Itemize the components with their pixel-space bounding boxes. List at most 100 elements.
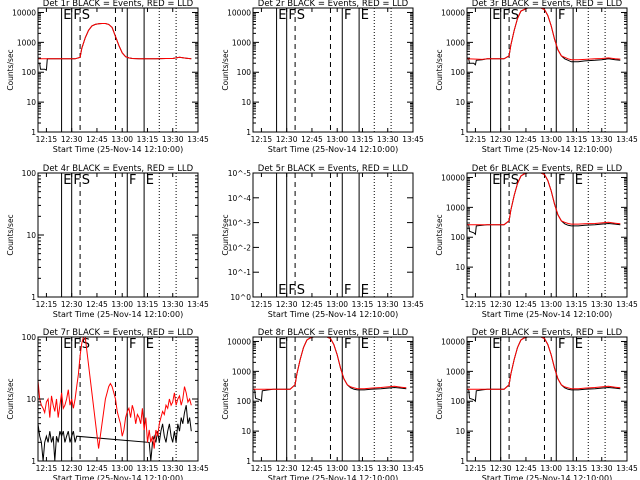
phase-label: E xyxy=(361,283,369,298)
x-tick-label: 13:30 xyxy=(377,300,399,309)
x-tick-label: 13:00 xyxy=(111,135,133,144)
x-tick-label: 12:45 xyxy=(301,300,323,309)
x-tick-label: 12:45 xyxy=(515,300,537,309)
panel-title: Det 7r BLACK = Events, RED = LLD xyxy=(43,328,194,338)
panel-title: Det 3r BLACK = Events, RED = LLD xyxy=(472,0,623,9)
x-tick-label: 12:30 xyxy=(490,300,512,309)
y-tick-label: 10 xyxy=(26,395,36,404)
y-tick-label: 10000 xyxy=(12,8,36,17)
phase-label: S xyxy=(82,173,90,188)
phase-label: F xyxy=(288,283,295,298)
phase-label: E xyxy=(492,8,500,23)
x-tick-label: 12:45 xyxy=(301,464,323,473)
x-axis-label: Start Time (25-Nov-14 12:10:00) xyxy=(482,310,612,319)
y-tick-label: 1 xyxy=(460,293,465,302)
y-tick-label: 10000 xyxy=(441,173,465,182)
series-events-line xyxy=(37,405,192,462)
x-tick-label: 13:15 xyxy=(352,464,374,473)
x-tick-label: 13:00 xyxy=(540,464,562,473)
y-tick-label: 100 xyxy=(451,233,466,242)
y-tick-label: 10^-1 xyxy=(228,268,252,277)
x-tick-label: 13:00 xyxy=(326,300,348,309)
x-tick-label: 13:00 xyxy=(326,464,348,473)
y-tick-label: 10000 xyxy=(441,8,465,17)
y-tick-label: 100 xyxy=(237,68,252,77)
x-tick-label: 12:30 xyxy=(490,464,512,473)
x-tick-label: 13:45 xyxy=(402,464,424,473)
x-tick-label: 13:00 xyxy=(540,300,562,309)
phase-label: E xyxy=(361,337,369,352)
x-tick-label: 13:15 xyxy=(566,135,588,144)
y-tick-label: 10 xyxy=(241,98,251,107)
x-tick-label: 13:15 xyxy=(137,464,159,473)
y-tick-label: 1000 xyxy=(17,38,36,47)
x-tick-label: 13:45 xyxy=(616,464,638,473)
y-tick-label: 10^0 xyxy=(230,293,251,302)
y-axis-label: Counts/sec xyxy=(221,378,230,419)
panel-title: Det 9r BLACK = Events, RED = LLD xyxy=(472,328,623,338)
phase-label: F xyxy=(73,337,80,352)
phase-label: F xyxy=(344,8,351,23)
x-axis-label: Start Time (25-Nov-14 12:10:00) xyxy=(268,474,398,480)
y-tick-label: 1000 xyxy=(446,38,465,47)
phase-label: F xyxy=(558,8,565,23)
phase-label: F xyxy=(502,173,509,188)
x-tick-label: 12:15 xyxy=(465,135,487,144)
x-tick-label: 13:45 xyxy=(402,300,424,309)
y-axis-label: Counts/sec xyxy=(6,49,15,90)
y-tick-label: 100 xyxy=(22,333,37,342)
y-tick-label: 1000 xyxy=(232,367,251,376)
series-events-line xyxy=(467,336,621,403)
x-tick-label: 13:00 xyxy=(111,464,133,473)
y-tick-label: 1000 xyxy=(446,367,465,376)
y-axis-label: Counts/sec xyxy=(6,378,15,419)
x-tick-label: 13:15 xyxy=(566,300,588,309)
phase-label: E xyxy=(575,173,583,188)
y-tick-label: 1 xyxy=(246,457,251,466)
series-lld-line xyxy=(37,336,192,449)
series-events-line xyxy=(253,336,407,403)
panel-title: Det 2r BLACK = Events, RED = LLD xyxy=(258,0,409,9)
y-tick-label: 10 xyxy=(241,427,251,436)
plot-frame xyxy=(466,336,628,462)
phase-label: E xyxy=(63,8,71,23)
x-axis-label: Start Time (25-Nov-14 12:10:00) xyxy=(268,310,398,319)
y-tick-label: 100 xyxy=(451,68,466,77)
x-tick-label: 13:00 xyxy=(326,135,348,144)
phase-label: S xyxy=(511,173,519,188)
x-tick-label: 12:45 xyxy=(86,464,108,473)
x-tick-label: 12:15 xyxy=(251,300,273,309)
x-tick-label: 13:45 xyxy=(187,135,209,144)
x-tick-label: 12:15 xyxy=(465,464,487,473)
x-tick-label: 12:15 xyxy=(465,300,487,309)
y-axis-label: Counts/sec xyxy=(221,49,230,90)
phase-label: F xyxy=(73,8,80,23)
x-tick-label: 12:45 xyxy=(86,300,108,309)
y-tick-label: 1000 xyxy=(446,203,465,212)
x-tick-label: 13:00 xyxy=(111,300,133,309)
x-tick-label: 12:15 xyxy=(251,135,273,144)
phase-label: E xyxy=(492,173,500,188)
x-tick-label: 13:30 xyxy=(377,135,399,144)
y-tick-label: 100 xyxy=(22,169,37,178)
phase-label: S xyxy=(511,8,519,23)
plot-frame xyxy=(466,7,628,133)
x-tick-label: 13:30 xyxy=(591,300,613,309)
phase-label: E xyxy=(575,337,583,352)
plot-frame xyxy=(466,172,628,298)
y-tick-label: 10^-4 xyxy=(228,194,252,203)
phase-label: F xyxy=(73,173,80,188)
x-tick-label: 13:30 xyxy=(591,135,613,144)
y-tick-label: 10 xyxy=(26,231,36,240)
x-tick-label: 12:45 xyxy=(86,135,108,144)
x-tick-label: 12:30 xyxy=(61,300,83,309)
x-tick-label: 13:15 xyxy=(352,300,374,309)
x-tick-label: 13:30 xyxy=(162,464,184,473)
panel-title: Det 4r BLACK = Events, RED = LLD xyxy=(43,164,194,174)
y-tick-label: 10^-5 xyxy=(228,169,252,178)
y-tick-label: 1 xyxy=(246,128,251,137)
